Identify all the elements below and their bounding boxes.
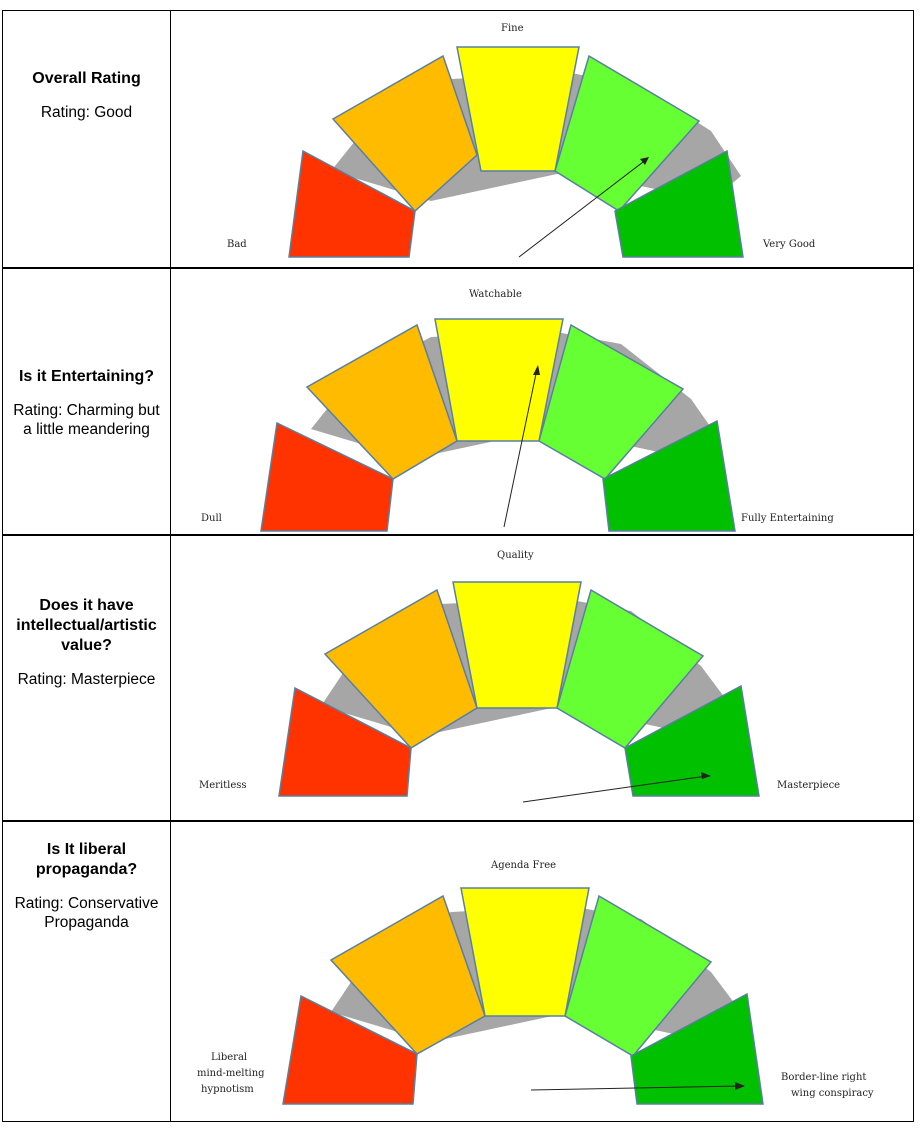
label-top: Watchable bbox=[469, 289, 522, 300]
gauge-cell: Meritless Quality Masterpiece bbox=[171, 536, 913, 820]
gauge-cell: Bad Fine Very Good bbox=[171, 11, 913, 267]
label-top: Agenda Free bbox=[490, 860, 556, 871]
question-text: Overall Rating bbox=[32, 70, 141, 87]
needle-arrowhead bbox=[701, 772, 711, 779]
gauge-needle bbox=[518, 158, 648, 258]
question-cell: Is It liberal propaganda? Rating: Conser… bbox=[3, 822, 171, 1121]
label-right: Fully Entertaining bbox=[741, 513, 834, 524]
gauge-propaganda: Agenda Free Liberal mind-melting hypnoti… bbox=[197, 860, 874, 1105]
question-cell: Overall Rating Rating: Good bbox=[3, 11, 171, 267]
gauge-needle bbox=[522, 775, 708, 803]
gauge-segment-very-good bbox=[614, 149, 744, 258]
label-top: Quality bbox=[497, 550, 534, 561]
rating-row-entertaining: Is it Entertaining? Rating: Charming but… bbox=[2, 268, 914, 535]
gauge-overall: Bad Fine Very Good bbox=[227, 23, 816, 258]
rating-text: Rating: Charming but a little meandering bbox=[13, 402, 160, 438]
rating-row-propaganda: Is It liberal propaganda? Rating: Conser… bbox=[2, 821, 914, 1122]
question-cell: Does it have intellectual/artistic value… bbox=[3, 536, 171, 820]
label-left-line-3: hypnotism bbox=[201, 1084, 254, 1095]
question-cell: Is it Entertaining? Rating: Charming but… bbox=[3, 269, 171, 534]
rating-text: Rating: Good bbox=[40, 104, 133, 121]
label-right: Very Good bbox=[762, 239, 816, 250]
label-left: Bad bbox=[227, 239, 247, 250]
rating-row-artistic-value: Does it have intellectual/artistic value… bbox=[2, 535, 914, 821]
label-left: Dull bbox=[201, 513, 222, 524]
gauge-segment-masterpiece bbox=[624, 684, 760, 797]
gauge-segment-dull bbox=[260, 421, 394, 532]
gauge-cell: Dull Watchable Fully Entertaining bbox=[171, 269, 913, 534]
needle-arrowhead bbox=[735, 1082, 745, 1090]
label-top: Fine bbox=[501, 23, 524, 34]
rating-text: Rating: Conservative Propaganda bbox=[14, 895, 159, 931]
question-text: Does it have intellectual/artistic value… bbox=[16, 597, 157, 654]
rating-text: Rating: Masterpiece bbox=[17, 671, 156, 688]
gauge-segment-bad bbox=[288, 149, 416, 258]
gauge-needle bbox=[530, 1085, 742, 1091]
gauge-segment-meritless bbox=[278, 686, 412, 797]
label-right: Masterpiece bbox=[777, 780, 840, 791]
gauge-entertaining: Dull Watchable Fully Entertaining bbox=[201, 289, 834, 532]
gauge-segment-poor bbox=[331, 54, 478, 213]
label-right-line-2: wing conspiracy bbox=[791, 1088, 874, 1099]
question-text: Is It liberal propaganda? bbox=[35, 841, 138, 878]
question-text: Is it Entertaining? bbox=[18, 368, 155, 385]
needle-arrowhead bbox=[640, 157, 649, 165]
label-left-line-1: Liberal bbox=[211, 1052, 247, 1063]
gauge-needle bbox=[503, 368, 538, 528]
label-left-line-2: mind-melting bbox=[197, 1068, 265, 1079]
gauge-segment-liberal bbox=[282, 994, 418, 1105]
gauge-segment-fully-entertaining bbox=[602, 419, 736, 532]
label-right-line-1: Border-line right bbox=[781, 1072, 866, 1083]
label-left: Meritless bbox=[199, 780, 247, 791]
rating-row-overall: Overall Rating Rating: Good Bad Fine Ver… bbox=[2, 10, 914, 268]
gauge-artistic-value: Meritless Quality Masterpiece bbox=[199, 550, 840, 803]
gauge-cell: Agenda Free Liberal mind-melting hypnoti… bbox=[171, 822, 913, 1121]
needle-arrowhead bbox=[533, 365, 540, 375]
